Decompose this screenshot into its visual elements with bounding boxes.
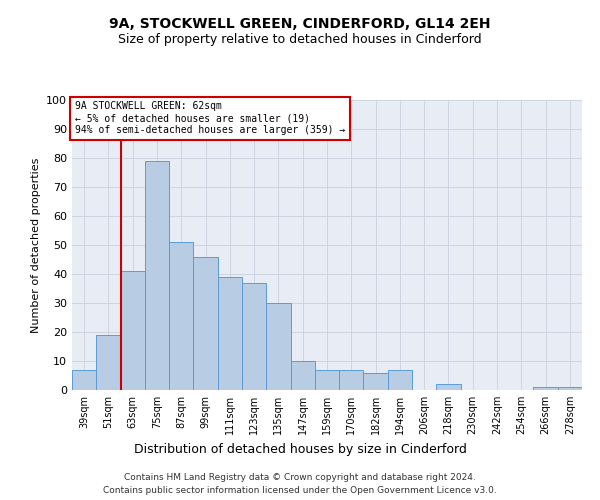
Text: 9A, STOCKWELL GREEN, CINDERFORD, GL14 2EH: 9A, STOCKWELL GREEN, CINDERFORD, GL14 2E…: [109, 18, 491, 32]
Bar: [436, 384, 461, 390]
Bar: [121, 271, 145, 390]
Bar: [169, 242, 193, 390]
Bar: [315, 370, 339, 390]
Bar: [290, 361, 315, 390]
Bar: [266, 303, 290, 390]
Bar: [533, 387, 558, 390]
Bar: [72, 370, 96, 390]
Bar: [242, 282, 266, 390]
Bar: [364, 372, 388, 390]
Bar: [558, 387, 582, 390]
Bar: [218, 277, 242, 390]
Bar: [193, 256, 218, 390]
Bar: [388, 370, 412, 390]
Y-axis label: Number of detached properties: Number of detached properties: [31, 158, 41, 332]
Bar: [145, 161, 169, 390]
Bar: [96, 335, 121, 390]
Text: 9A STOCKWELL GREEN: 62sqm
← 5% of detached houses are smaller (19)
94% of semi-d: 9A STOCKWELL GREEN: 62sqm ← 5% of detach…: [74, 102, 345, 134]
Bar: [339, 370, 364, 390]
Text: Distribution of detached houses by size in Cinderford: Distribution of detached houses by size …: [134, 442, 466, 456]
Text: Contains HM Land Registry data © Crown copyright and database right 2024.: Contains HM Land Registry data © Crown c…: [124, 472, 476, 482]
Text: Contains public sector information licensed under the Open Government Licence v3: Contains public sector information licen…: [103, 486, 497, 495]
Text: Size of property relative to detached houses in Cinderford: Size of property relative to detached ho…: [118, 32, 482, 46]
